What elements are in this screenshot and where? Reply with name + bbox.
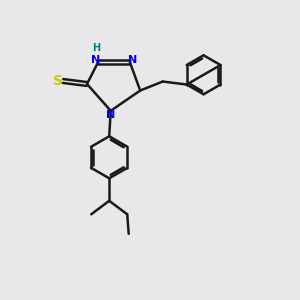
Text: N: N [91, 55, 101, 65]
Text: S: S [52, 74, 63, 88]
Text: H: H [92, 44, 100, 53]
Text: N: N [106, 110, 115, 120]
Text: N: N [128, 55, 137, 65]
